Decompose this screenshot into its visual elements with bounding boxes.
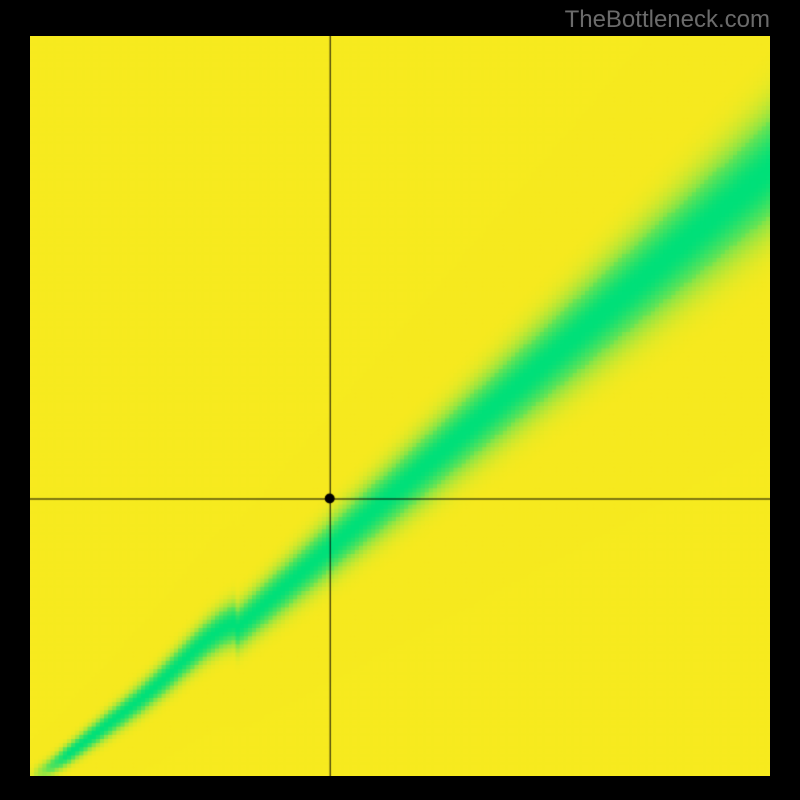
heatmap-plot <box>30 36 770 776</box>
crosshair-overlay <box>30 36 770 776</box>
watermark-text: TheBottleneck.com <box>565 6 770 34</box>
chart-frame: TheBottleneck.com <box>0 0 800 800</box>
